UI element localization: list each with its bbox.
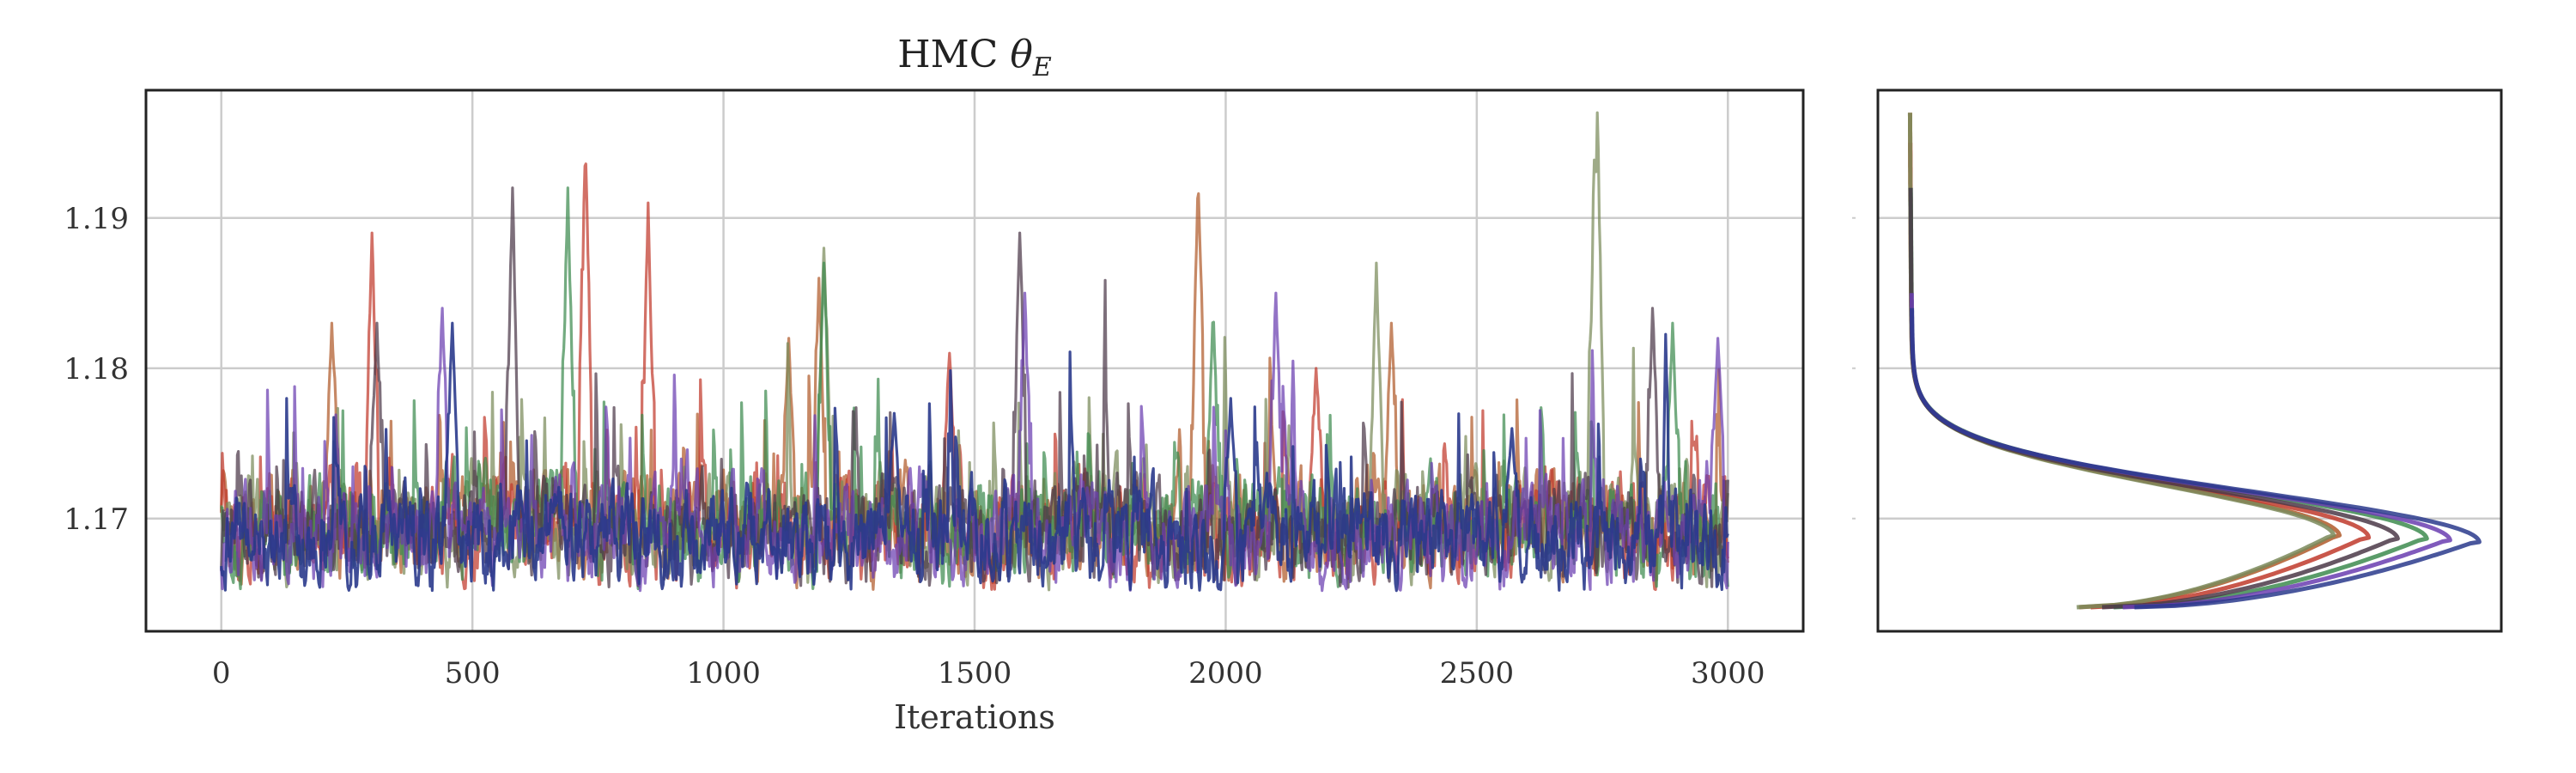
x-tick-label: 0 bbox=[212, 656, 231, 691]
x-tick-label: 3000 bbox=[1691, 656, 1765, 691]
x-tick-label: 1500 bbox=[938, 656, 1012, 691]
x-tick-label: 2000 bbox=[1188, 656, 1263, 691]
trace-series-line bbox=[220, 321, 1729, 593]
density-series-line bbox=[1910, 307, 2482, 610]
trace-y-ticks: 1.17 1.18 1.19 bbox=[64, 202, 129, 537]
density-frame bbox=[1876, 88, 2503, 633]
x-tick-label: 1000 bbox=[686, 656, 761, 691]
x-tick-label: 500 bbox=[445, 656, 501, 691]
x-axis-label: Iterations bbox=[894, 698, 1055, 736]
y-tick-label: 1.19 bbox=[64, 202, 129, 236]
trace-lines bbox=[220, 111, 1729, 593]
density-lines bbox=[1907, 113, 2482, 610]
density-grid bbox=[1878, 216, 2501, 520]
chart-title: HMC θE bbox=[897, 33, 1052, 82]
density-panel bbox=[1852, 88, 2503, 633]
density-series-line bbox=[1908, 143, 2372, 610]
chart-title-subscript: E bbox=[1032, 52, 1052, 82]
y-tick-label: 1.17 bbox=[64, 502, 129, 537]
chart-title-symbol: θ bbox=[1010, 33, 1033, 76]
x-tick-label: 2500 bbox=[1440, 656, 1515, 691]
chart-title-text: HMC bbox=[897, 33, 998, 76]
y-tick-label: 1.18 bbox=[64, 352, 129, 386]
trace-frame bbox=[144, 88, 1805, 633]
density-series-line bbox=[1908, 187, 2400, 610]
density-series-line bbox=[1907, 113, 2336, 610]
density-series-line bbox=[1908, 113, 2342, 610]
density-y-ticks bbox=[1852, 216, 1856, 520]
trace-series-line bbox=[220, 111, 1729, 592]
trace-x-ticks: 0 500 1000 1500 2000 2500 3000 bbox=[212, 656, 1765, 691]
trace-panel: 0 500 1000 1500 2000 2500 3000 1.17 1.18 1.19 It… bbox=[64, 33, 1805, 736]
